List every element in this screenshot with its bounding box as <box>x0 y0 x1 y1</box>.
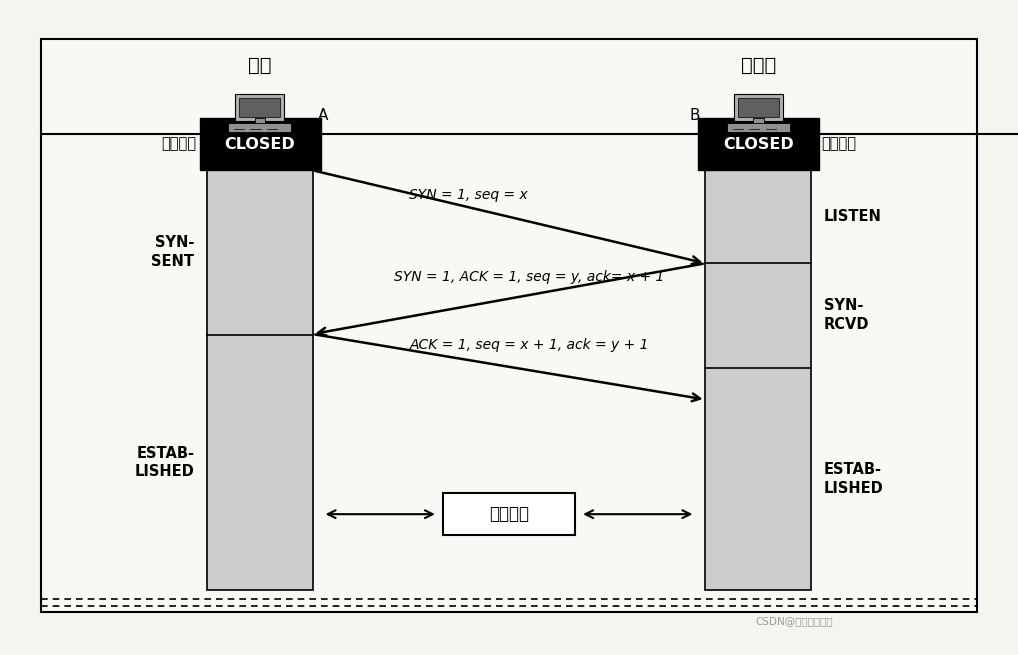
Text: 服务器: 服务器 <box>741 56 776 75</box>
Text: CLOSED: CLOSED <box>224 137 295 151</box>
Text: 主动打开: 主动打开 <box>162 137 196 151</box>
Bar <box>235 94 284 121</box>
Text: A: A <box>318 109 328 123</box>
Bar <box>41 39 977 612</box>
Bar <box>734 94 783 121</box>
Bar <box>443 493 575 536</box>
Bar <box>200 118 321 170</box>
Text: SYN = 1, seq = x: SYN = 1, seq = x <box>409 189 527 202</box>
Bar <box>738 98 779 117</box>
Bar <box>753 118 764 126</box>
Bar <box>705 134 811 590</box>
Text: SYN = 1, ACK = 1, seq = y, ack= x + 1: SYN = 1, ACK = 1, seq = y, ack= x + 1 <box>394 271 665 284</box>
Text: ACK = 1, seq = x + 1, ack = y + 1: ACK = 1, seq = x + 1, ack = y + 1 <box>409 339 649 352</box>
Text: CSDN@尼古拉斯狗蛋: CSDN@尼古拉斯狗蛋 <box>755 616 833 626</box>
Text: SYN-
SENT: SYN- SENT <box>152 235 194 269</box>
Text: 数据传送: 数据传送 <box>489 505 529 523</box>
Text: B: B <box>690 109 700 123</box>
Text: 客户: 客户 <box>247 56 272 75</box>
Text: 被动打开: 被动打开 <box>822 137 856 151</box>
Text: LISTEN: LISTEN <box>824 209 882 223</box>
Text: CLOSED: CLOSED <box>723 137 794 151</box>
Bar <box>207 134 313 590</box>
Text: ESTAB-
LISHED: ESTAB- LISHED <box>134 445 194 479</box>
Bar <box>228 123 291 132</box>
Text: SYN-
RCVD: SYN- RCVD <box>824 298 869 332</box>
Bar <box>698 118 819 170</box>
Bar <box>254 118 265 126</box>
Bar <box>239 98 280 117</box>
Text: ESTAB-
LISHED: ESTAB- LISHED <box>824 462 884 496</box>
Bar <box>727 123 790 132</box>
